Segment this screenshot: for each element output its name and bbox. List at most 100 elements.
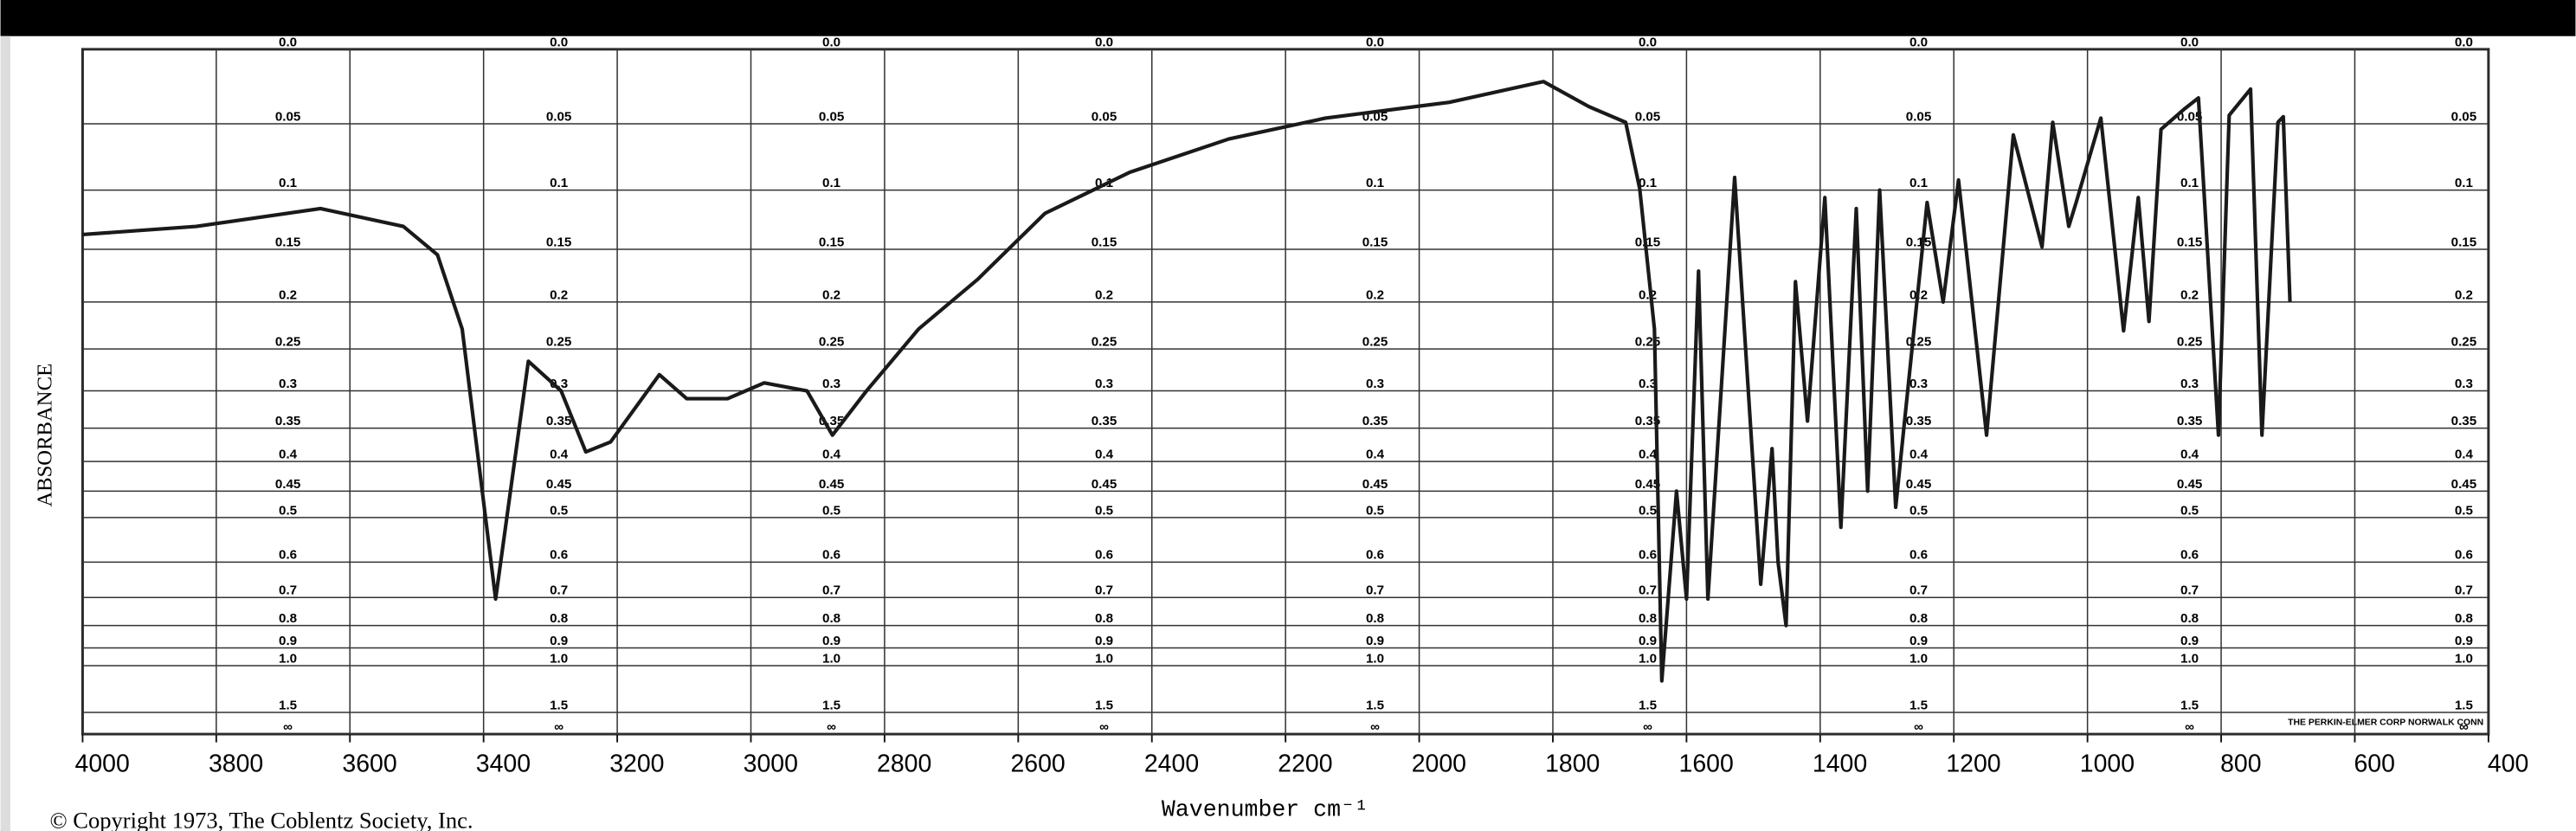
x-axis-label: Wavenumber cm⁻¹ [1162,796,1368,822]
y-tick-label: 0.8 [2180,611,2199,626]
y-tick-label: 0.7 [822,583,840,598]
y-tick-label: 0.25 [1906,335,1932,350]
y-tick-label: 1.5 [1639,698,1657,712]
x-tick-label: 2000 [1412,750,1466,778]
x-tick-label: 3000 [744,750,798,778]
y-tick-label: 0.2 [2455,287,2473,302]
y-tick-label: 0.7 [1095,583,1113,598]
y-tick-label: 0.9 [550,634,568,648]
x-tick-label: 2800 [877,750,931,778]
y-tick-label: 0.1 [822,176,840,190]
y-tick-label: 0.05 [546,109,571,124]
y-tick-label: 0.0 [2180,35,2199,49]
y-tick-label: 0.8 [1366,611,1384,626]
y-tick-label: 0.9 [1639,634,1657,648]
y-tick-label: 0.3 [822,377,840,391]
y-tick-label: 0.4 [1909,448,1929,462]
y-tick-label: 0.4 [2455,448,2474,462]
y-tick-label: 1.0 [2180,651,2199,666]
y-tick-label: 1.5 [2180,698,2199,712]
y-tick-label: 0.15 [1906,235,1932,249]
y-tick-label: 0.15 [2451,235,2477,249]
y-tick-label: 0.3 [2180,377,2199,391]
y-tick-label: 0.7 [279,583,297,598]
y-tick-label: 0.9 [279,634,297,648]
x-tick-label: 3800 [209,750,263,778]
y-tick-label: 0.15 [275,235,301,249]
y-tick-label: 0.7 [1639,583,1657,598]
y-tick-label: 0.8 [1909,611,1928,626]
y-tick-label: 0.45 [546,477,571,492]
y-tick-label: 0.5 [279,503,297,518]
y-tick-label: 0.8 [2455,611,2473,626]
y-tick-label: 0.9 [2180,634,2199,648]
y-tick-label: ∞ [1643,719,1652,734]
x-tick-label: 2400 [1144,750,1199,778]
y-tick-label: 0.1 [2180,176,2199,190]
y-tick-label: 1.5 [822,698,840,712]
y-tick-label: 0.2 [2180,287,2199,302]
x-tick-label: 4000 [75,750,130,778]
y-tick-label: 0.5 [2180,503,2199,518]
y-tick-label: 1.0 [2455,651,2473,666]
y-tick-label: 1.0 [1095,651,1113,666]
y-tick-label: 1.5 [2455,698,2473,712]
y-tick-label: 0.0 [1909,35,1928,49]
x-tick-label: 3200 [609,750,664,778]
y-tick-label: 1.0 [550,651,568,666]
y-tick-label: 0.05 [2451,109,2477,124]
y-tick-label: 1.5 [279,698,297,712]
y-tick-label: 0.35 [275,414,301,428]
y-tick-label: 0.25 [546,335,571,350]
y-tick-label: 1.0 [822,651,840,666]
y-tick-label: 0.9 [1909,634,1928,648]
y-tick-label: 0.8 [1639,611,1657,626]
y-tick-label: 1.5 [1909,698,1928,712]
y-tick-label: 0.2 [822,287,840,302]
left-edge [0,35,10,831]
y-tick-label: 0.15 [1635,235,1661,249]
y-tick-label: ∞ [554,719,564,734]
y-tick-label: 0.25 [1362,335,1388,350]
y-tick-label: 0.35 [1362,414,1388,428]
y-tick-label: 0.4 [1366,448,1385,462]
x-tick-label: 3400 [476,750,531,778]
y-tick-label: 0.45 [819,477,845,492]
y-tick-label: 0.5 [1639,503,1657,518]
y-tick-label: 1.5 [550,698,568,712]
y-tick-label: 0.7 [1909,583,1928,598]
y-tick-label: 0.7 [1366,583,1384,598]
y-tick-label: 0.25 [2177,335,2203,350]
y-tick-label: 0.25 [275,335,301,350]
y-tick-label: 0.3 [1366,377,1384,391]
y-tick-label: 0.9 [1366,634,1384,648]
y-tick-label: 0.15 [2177,235,2203,249]
y-tick-label: 0.2 [279,287,297,302]
x-tick-label: 1400 [1813,750,1867,778]
x-tick-label: 400 [2488,750,2528,778]
top-band [0,0,2576,36]
y-tick-label: 0.7 [2455,583,2473,598]
y-tick-label: 0.5 [550,503,568,518]
y-tick-label: 0.8 [279,611,297,626]
y-tick-label: 0.15 [1362,235,1388,249]
y-tick-label: 0.6 [2455,548,2473,563]
y-tick-label: 1.0 [279,651,297,666]
y-tick-label: 0.9 [822,634,840,648]
y-tick-label: 0.3 [279,377,297,391]
x-tick-label: 1800 [1545,750,1600,778]
y-tick-label: 0.4 [822,448,841,462]
y-tick-label: 0.6 [1095,548,1113,563]
y-tick-label: 0.6 [1366,548,1384,563]
y-axis-label: ABSORBANCE [33,364,56,507]
y-tick-label: 0.0 [1366,35,1384,49]
x-tick-label: 1600 [1679,750,1734,778]
y-tick-label: 0.0 [1639,35,1657,49]
x-tick-label: 3600 [342,750,396,778]
y-tick-label: 0.1 [550,176,568,190]
x-tick-label: 1000 [2080,750,2135,778]
y-tick-label: 0.15 [819,235,845,249]
y-tick-label: ∞ [1099,719,1109,734]
y-tick-label: 0.5 [822,503,840,518]
